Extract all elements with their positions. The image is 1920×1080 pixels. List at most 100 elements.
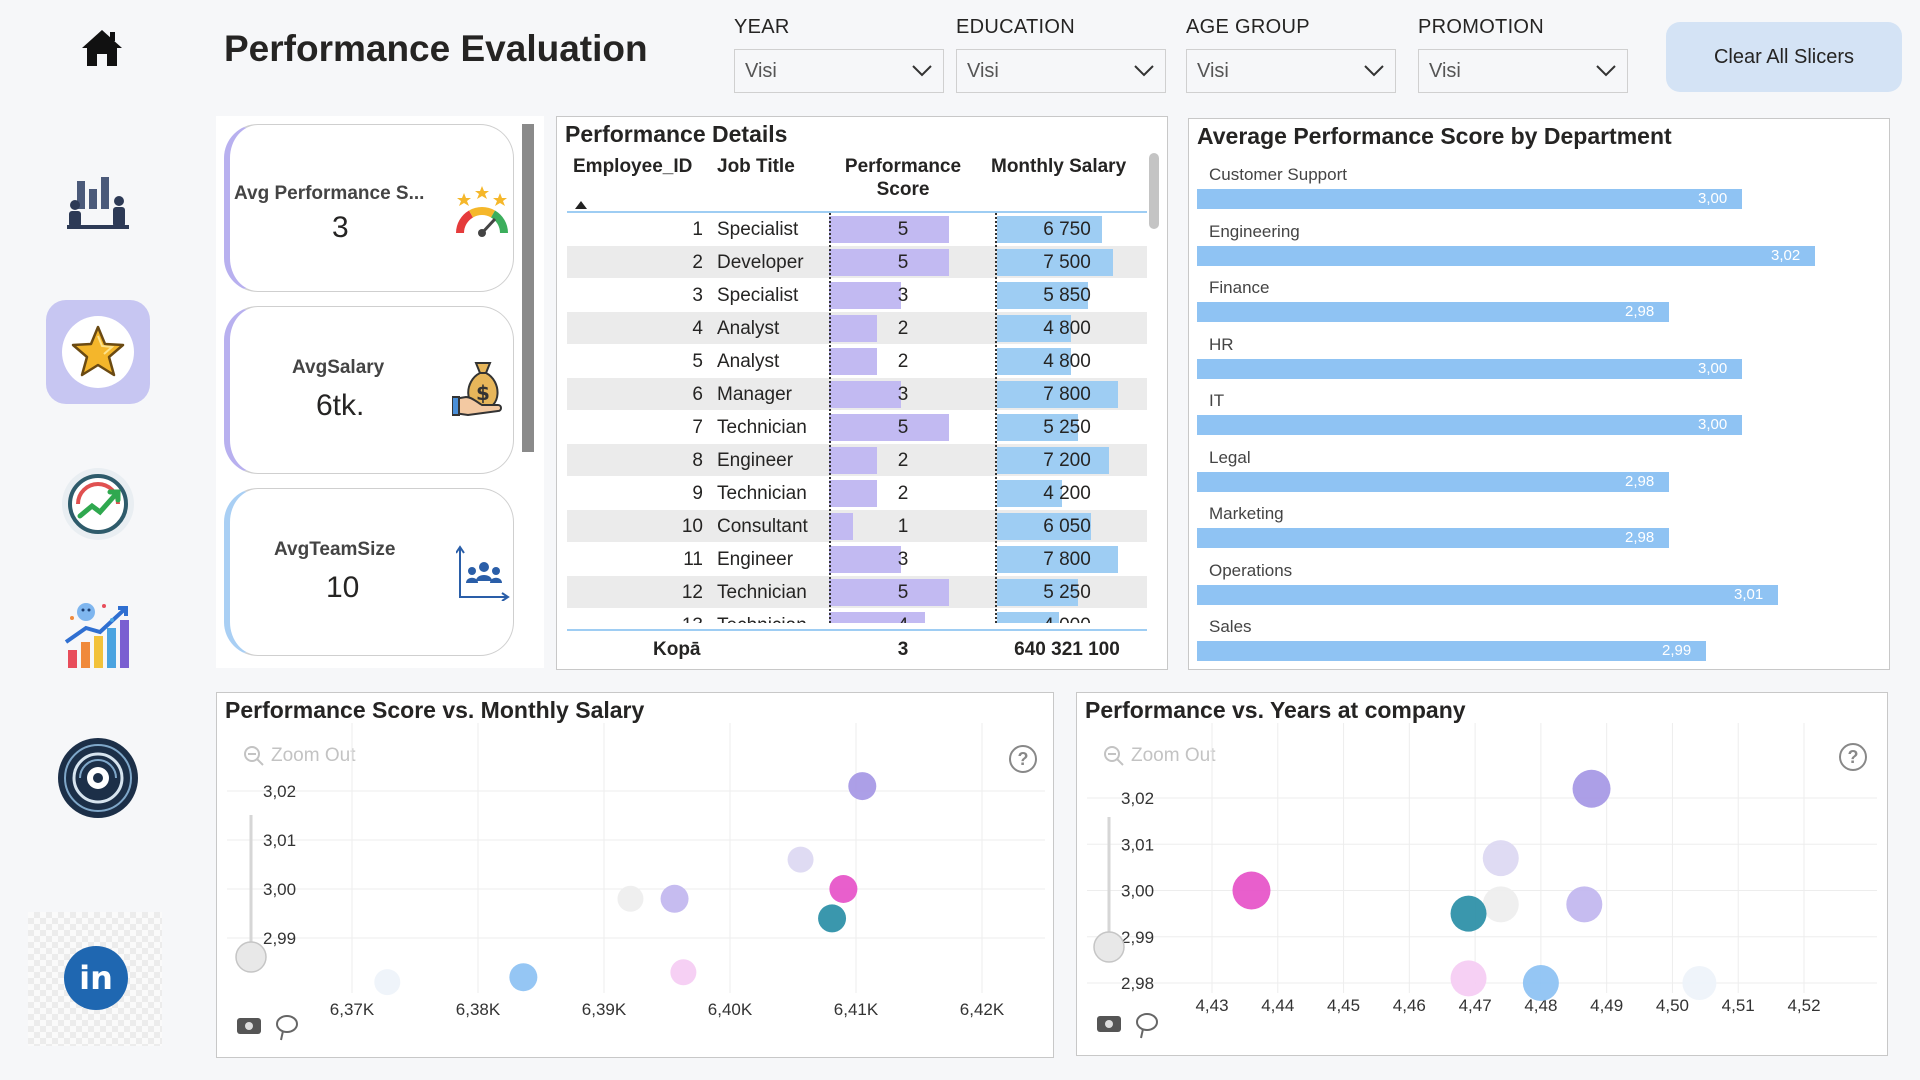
home-button[interactable] [80, 28, 124, 68]
table-row[interactable]: 9 Technician 2 4 200 [567, 477, 1147, 510]
table-row[interactable]: 13 Technician 4 4 000 [567, 609, 1147, 623]
score-databar [829, 381, 901, 408]
slicer-dropdown[interactable]: Visi [1418, 49, 1628, 93]
score-databar [829, 414, 949, 441]
scatter-point[interactable] [1482, 886, 1519, 923]
scatter-point[interactable] [660, 884, 689, 913]
table-row[interactable]: 1 Specialist 5 6 750 [567, 213, 1147, 246]
table-row[interactable]: 12 Technician 5 5 250 [567, 576, 1147, 609]
linkedin-tile[interactable]: in [28, 912, 162, 1046]
x-tick-label: 6,37K [330, 1000, 375, 1019]
screenshot-icon[interactable] [237, 1018, 261, 1034]
table-row[interactable]: 8 Engineer 2 7 200 [567, 444, 1147, 477]
score-databar [829, 579, 949, 606]
cell-employee-id: 5 [692, 351, 703, 372]
scatter-point[interactable] [670, 959, 697, 986]
table-row[interactable]: 7 Technician 5 5 250 [567, 411, 1147, 444]
panel-title: Performance Details [565, 121, 788, 147]
y-tick-label: 2,98 [1121, 974, 1154, 993]
nav-team-overview[interactable] [46, 148, 150, 252]
y-tick-label: 3,02 [1121, 789, 1154, 808]
scatter-point[interactable] [848, 772, 877, 801]
cell-monthly-salary: 5 250 [1043, 582, 1091, 603]
score-vs-salary-panel: Performance Score vs. Monthly Salary Zoo… [216, 692, 1054, 1058]
dept-label: Legal [1209, 447, 1251, 467]
scatter-point[interactable] [509, 963, 538, 992]
salary-scatter-plot[interactable]: 6,37K 6,38K 6,39K 6,40K 6,41K 6,42K 2,99 3,00 3,… [217, 693, 1053, 1057]
slicer-dropdown[interactable]: Visi [734, 49, 944, 93]
salary-databar [997, 447, 1109, 474]
table-row[interactable]: 5 Analyst 2 4 800 [567, 345, 1147, 378]
slicer-dropdown[interactable]: Visi [956, 49, 1166, 93]
column-header-monthly-salary[interactable]: Monthly Salary [991, 156, 1127, 177]
table-row[interactable]: 4 Analyst 2 4 800 [567, 312, 1147, 345]
dept-bar[interactable]: 3,00 [1197, 415, 1742, 435]
score-databar [829, 480, 877, 507]
dept-bar[interactable]: 3,00 [1197, 358, 1742, 379]
scatter-point[interactable] [617, 885, 644, 912]
table-scrollbar[interactable] [1149, 153, 1159, 229]
sort-ascending-icon[interactable] [575, 201, 587, 209]
kpi-scrollbar[interactable] [522, 124, 534, 452]
scatter-point[interactable] [1450, 895, 1487, 932]
slicer-label: EDUCATION [956, 16, 1075, 38]
kpi-value: 3 [332, 211, 349, 244]
scatter-point[interactable] [1232, 871, 1271, 910]
kpi-card-avg-salary[interactable]: AvgSalary 6tk. $ [224, 306, 514, 474]
dept-bar[interactable]: 2,98 [1197, 302, 1669, 322]
x-tick-label: 4,49 [1590, 996, 1623, 1015]
help-icon[interactable]: ? [1839, 743, 1867, 771]
scatter-point[interactable] [1522, 965, 1559, 1001]
linkedin-icon: in [64, 946, 128, 1010]
lasso-select-icon[interactable] [276, 1015, 298, 1041]
dept-bar[interactable]: 2,99 [1197, 641, 1706, 661]
scatter-point[interactable] [1566, 886, 1603, 923]
screenshot-icon[interactable] [1097, 1016, 1121, 1032]
dept-bar-track: 2,99 [1197, 641, 1851, 661]
column-header-job-title[interactable]: Job Title [717, 156, 795, 177]
kpi-card-avg-performance[interactable]: Avg Performance S... 3 [224, 124, 514, 292]
scatter-point[interactable] [829, 875, 858, 903]
cell-job-title: Engineer [717, 549, 794, 570]
column-header-performance-score[interactable]: Performance Score [844, 156, 962, 200]
scatter-point[interactable] [1482, 840, 1519, 877]
scatter-point[interactable] [818, 904, 847, 933]
column-header-employee-id[interactable]: Employee_ID [573, 156, 693, 177]
dept-label: Marketing [1209, 504, 1284, 523]
zoom-slider-handle[interactable] [1093, 931, 1125, 963]
table-row[interactable]: 11 Engineer 3 7 800 [567, 543, 1147, 576]
cell-employee-id: 6 [692, 384, 703, 405]
years-scatter-plot[interactable]: 4,43 4,44 4,45 4,46 4,47 4,48 4,49 4,50 4,51 4,52… [1077, 693, 1887, 1055]
header-divider [567, 211, 1147, 213]
nav-kpi-dashboard[interactable] [46, 452, 150, 556]
lasso-select-icon[interactable] [1136, 1013, 1158, 1039]
zoom-out-button[interactable]: Zoom Out [1103, 745, 1215, 767]
table-row[interactable]: 3 Specialist 3 5 850 [567, 279, 1147, 312]
dept-bar[interactable]: 2,98 [1197, 471, 1669, 492]
scatter-point[interactable] [1450, 960, 1487, 997]
nav-growth[interactable] [46, 584, 150, 688]
dept-bar-track: 2,98 [1197, 302, 1851, 322]
dept-bar[interactable]: 2,98 [1197, 528, 1669, 548]
dept-bar[interactable]: 3,02 [1197, 245, 1815, 266]
scatter-point[interactable] [1572, 769, 1611, 808]
table-row[interactable]: 6 Manager 3 7 800 [567, 378, 1147, 411]
scatter-point[interactable] [787, 846, 814, 873]
kpi-value: 10 [326, 571, 360, 604]
nav-performance[interactable] [46, 300, 150, 404]
zoom-slider-handle[interactable] [235, 941, 267, 973]
zoom-out-button[interactable]: Zoom Out [243, 745, 355, 767]
dept-bar[interactable]: 3,00 [1197, 189, 1742, 209]
table-row[interactable]: 10 Consultant 1 6 050 [567, 510, 1147, 543]
scatter-point[interactable] [1682, 966, 1717, 1000]
table-row[interactable]: 2 Developer 5 7 500 [567, 246, 1147, 279]
help-icon[interactable]: ? [1009, 745, 1037, 773]
dept-bar[interactable]: 3,01 [1197, 584, 1778, 605]
score-databar [829, 348, 877, 375]
kpi-card-avg-team-size[interactable]: AvgTeamSize 10 [224, 488, 514, 656]
nav-settings[interactable] [46, 726, 150, 830]
slicer-dropdown[interactable]: Visi [1186, 49, 1396, 93]
svg-text:$: $ [476, 381, 490, 405]
scatter-point[interactable] [374, 969, 401, 996]
clear-all-slicers-button[interactable]: Clear All Slicers [1666, 22, 1902, 92]
